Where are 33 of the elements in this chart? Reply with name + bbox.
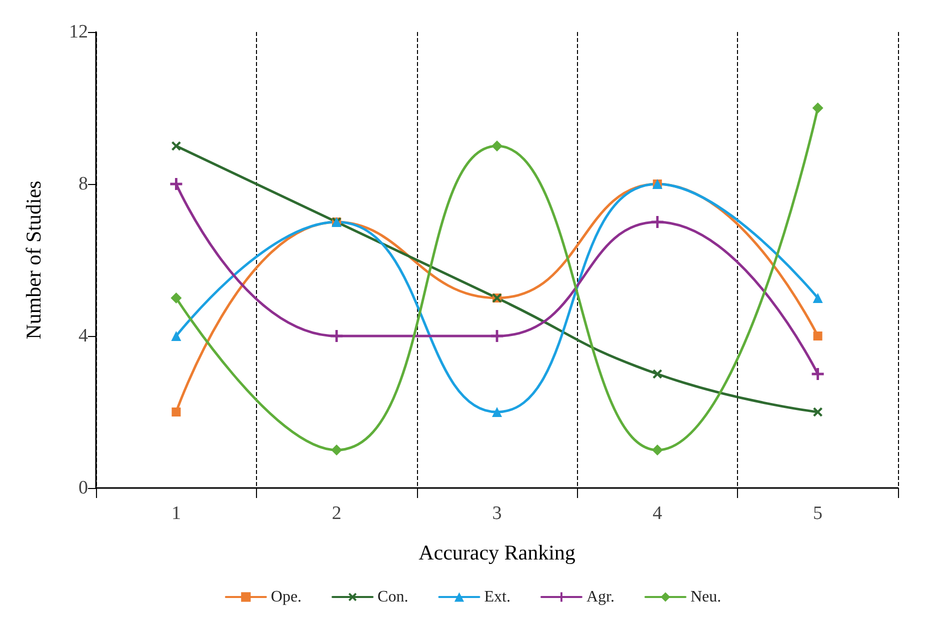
y-tick-label: 12 [69, 22, 88, 42]
y-axis-title: Number of Studies [22, 180, 46, 340]
point [813, 407, 822, 417]
point [331, 444, 342, 456]
point [172, 408, 181, 416]
y-tick-label: 8 [78, 174, 88, 194]
point [170, 292, 182, 304]
x-tick-label: 5 [813, 503, 823, 524]
point [330, 330, 343, 342]
point [171, 331, 182, 341]
point [812, 368, 824, 380]
legend-label: Con. [378, 588, 408, 606]
legend-label: Ext. [484, 588, 510, 606]
legend-label: Agr. [586, 588, 614, 606]
point [170, 178, 182, 190]
point [813, 332, 822, 340]
x-tick-label: 4 [652, 503, 663, 524]
point [492, 407, 502, 417]
legend-label: Ope. [270, 588, 302, 606]
point [492, 140, 502, 152]
x-tick-label: 2 [332, 503, 342, 524]
point [812, 293, 823, 303]
x-tick-label: 3 [492, 503, 502, 524]
legend-label: Neu. [690, 588, 722, 606]
x-tick-label: 1 [171, 503, 181, 524]
point [172, 141, 181, 151]
x-axis-title: Accuracy Ranking [418, 540, 576, 564]
point [812, 102, 824, 114]
y-tick-label: 4 [78, 326, 88, 346]
point [651, 216, 664, 228]
point [652, 444, 663, 456]
y-tick-label: 0 [78, 478, 88, 498]
point [652, 369, 662, 379]
